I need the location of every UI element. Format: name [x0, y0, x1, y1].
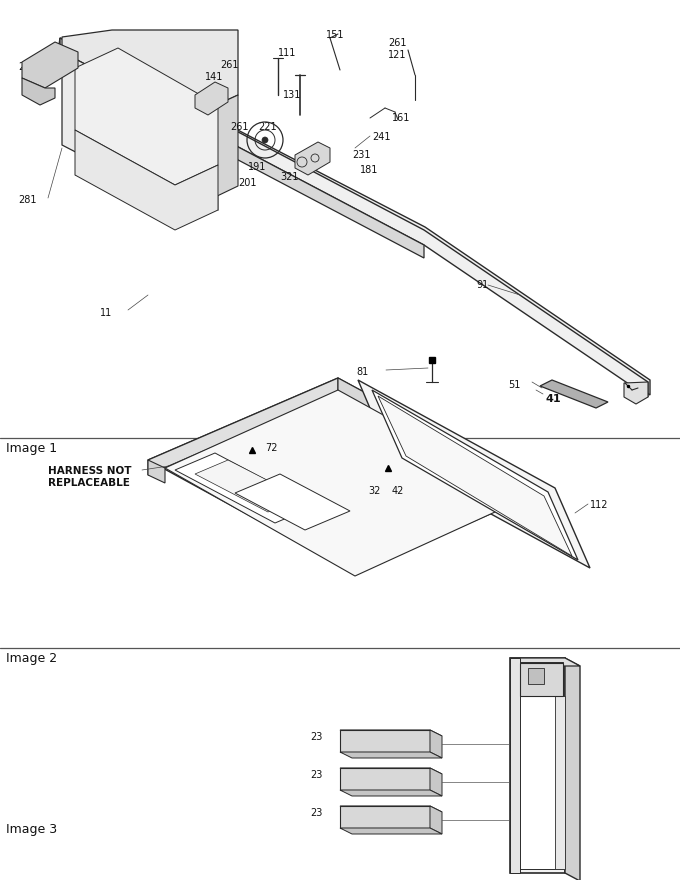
Polygon shape	[235, 474, 350, 530]
Polygon shape	[338, 378, 545, 505]
Text: Image 2: Image 2	[6, 652, 57, 665]
Text: 32: 32	[368, 486, 380, 496]
Text: Image 3: Image 3	[6, 823, 57, 836]
Text: 261: 261	[388, 38, 407, 48]
Polygon shape	[295, 142, 330, 175]
Text: 23: 23	[310, 732, 322, 742]
Polygon shape	[555, 696, 565, 869]
Circle shape	[262, 137, 268, 143]
Polygon shape	[60, 53, 424, 258]
Polygon shape	[510, 658, 565, 873]
Text: 72: 72	[265, 443, 277, 453]
Polygon shape	[148, 378, 338, 475]
Text: 191: 191	[248, 162, 267, 172]
Text: 141: 141	[205, 72, 223, 82]
Polygon shape	[430, 730, 442, 758]
Polygon shape	[58, 38, 650, 395]
Polygon shape	[340, 752, 442, 758]
Polygon shape	[540, 380, 608, 408]
Polygon shape	[528, 668, 544, 684]
Polygon shape	[22, 78, 55, 105]
Text: 161: 161	[392, 113, 410, 123]
Text: 181: 181	[360, 165, 378, 175]
Polygon shape	[430, 768, 442, 796]
Polygon shape	[520, 663, 563, 696]
Text: 23: 23	[310, 808, 322, 818]
Polygon shape	[165, 390, 530, 576]
Polygon shape	[62, 30, 238, 118]
Polygon shape	[510, 658, 520, 873]
Text: 23: 23	[310, 770, 322, 780]
Polygon shape	[195, 460, 302, 512]
Polygon shape	[340, 730, 430, 752]
Polygon shape	[378, 396, 572, 556]
Polygon shape	[565, 658, 580, 880]
Text: 261: 261	[230, 122, 248, 132]
Text: HARNESS NOT: HARNESS NOT	[48, 466, 131, 476]
Polygon shape	[340, 768, 430, 790]
Polygon shape	[340, 828, 442, 834]
Text: 111: 111	[278, 48, 296, 58]
Text: 241: 241	[372, 132, 390, 142]
Text: 281: 281	[18, 195, 37, 205]
Polygon shape	[624, 382, 648, 404]
Text: 221: 221	[258, 122, 277, 132]
Text: 151: 151	[326, 30, 345, 40]
Polygon shape	[514, 662, 563, 869]
Text: 121: 121	[388, 50, 407, 60]
Text: 91: 91	[476, 280, 488, 290]
Text: 231: 231	[352, 150, 371, 160]
Polygon shape	[75, 48, 218, 185]
Polygon shape	[372, 390, 578, 560]
Polygon shape	[60, 38, 648, 397]
Polygon shape	[62, 52, 188, 210]
Text: 131: 131	[283, 90, 301, 100]
Polygon shape	[340, 730, 442, 736]
Polygon shape	[340, 806, 442, 812]
Polygon shape	[430, 806, 442, 834]
Text: 261: 261	[220, 60, 239, 70]
Polygon shape	[75, 130, 218, 230]
Polygon shape	[340, 806, 430, 828]
Polygon shape	[510, 658, 580, 666]
Text: 21: 21	[18, 62, 31, 72]
Text: 11: 11	[100, 308, 112, 318]
Polygon shape	[148, 460, 165, 483]
Text: 321: 321	[280, 172, 299, 182]
Polygon shape	[340, 768, 442, 774]
Text: 81: 81	[356, 367, 369, 377]
Text: 41: 41	[545, 394, 560, 404]
Polygon shape	[340, 790, 442, 796]
Text: 51: 51	[508, 380, 520, 390]
Text: REPLACEABLE: REPLACEABLE	[48, 478, 130, 488]
Polygon shape	[148, 378, 545, 573]
Polygon shape	[175, 453, 315, 523]
Polygon shape	[188, 95, 238, 210]
Text: 61: 61	[130, 95, 142, 105]
Text: 42: 42	[392, 486, 405, 496]
Text: Image 1: Image 1	[6, 442, 57, 455]
Text: 112: 112	[590, 500, 609, 510]
Text: 201: 201	[238, 178, 256, 188]
Polygon shape	[358, 380, 590, 568]
Polygon shape	[195, 82, 228, 115]
Polygon shape	[22, 42, 78, 88]
